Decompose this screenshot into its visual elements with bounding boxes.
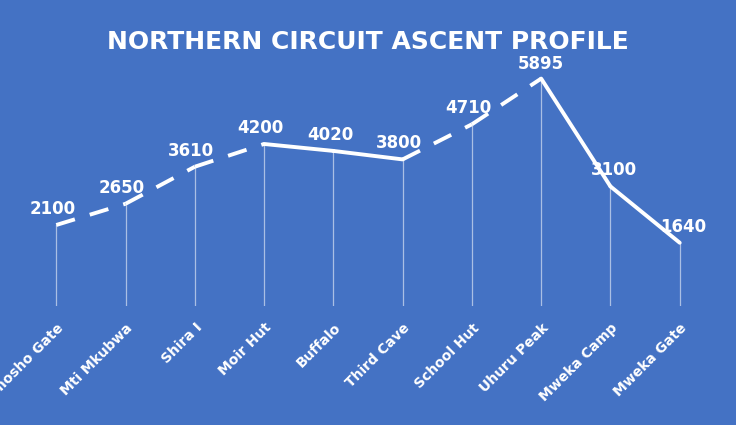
Text: School Hut: School Hut — [412, 320, 482, 391]
Text: 1640: 1640 — [660, 218, 707, 236]
Text: 3100: 3100 — [591, 162, 637, 179]
Text: 4710: 4710 — [445, 99, 492, 117]
Text: Shira I: Shira I — [159, 320, 205, 366]
Text: 3800: 3800 — [376, 134, 422, 153]
Text: Uhuru Peak: Uhuru Peak — [477, 320, 551, 395]
Text: 4200: 4200 — [238, 119, 284, 137]
Text: Buffalo: Buffalo — [294, 320, 343, 370]
Text: 4020: 4020 — [307, 126, 353, 144]
Text: Mweka Camp: Mweka Camp — [537, 320, 620, 404]
Text: Mti Mkubwa: Mti Mkubwa — [58, 320, 135, 398]
Text: Mweka Gate: Mweka Gate — [612, 320, 690, 399]
Text: 3610: 3610 — [169, 142, 214, 160]
Text: 2650: 2650 — [99, 179, 145, 197]
Text: NORTHERN CIRCUIT ASCENT PROFILE: NORTHERN CIRCUIT ASCENT PROFILE — [107, 30, 629, 54]
Text: Moir Hut: Moir Hut — [216, 320, 274, 379]
Text: 5895: 5895 — [518, 55, 565, 73]
Text: Third Cave: Third Cave — [343, 320, 413, 390]
Text: Lemosho Gate: Lemosho Gate — [0, 320, 66, 410]
Text: 2100: 2100 — [29, 200, 76, 218]
